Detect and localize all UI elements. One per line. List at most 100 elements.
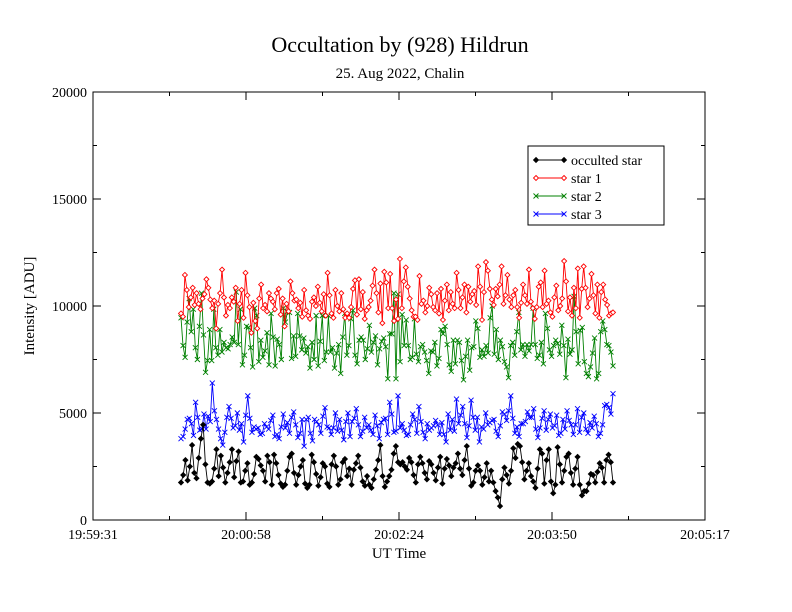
- data-point: [428, 291, 435, 298]
- data-point: [482, 258, 490, 266]
- data-point: [509, 339, 516, 346]
- legend-marker: [532, 156, 540, 164]
- data-point: [234, 317, 241, 325]
- data-point: [432, 477, 439, 484]
- data-point: [401, 427, 408, 433]
- data-point: [420, 429, 426, 436]
- data-point: [593, 420, 600, 427]
- data-point: [490, 479, 497, 486]
- data-point: [299, 456, 306, 464]
- data-point: [569, 481, 577, 488]
- data-point: [548, 353, 555, 360]
- x-tick-label: 19:59:31: [68, 528, 118, 543]
- data-point: [480, 426, 487, 432]
- data-point: [551, 423, 558, 429]
- data-point: [323, 349, 330, 355]
- data-point: [508, 303, 515, 311]
- data-point: [585, 430, 591, 437]
- data-point: [590, 292, 597, 299]
- data-point: [395, 393, 401, 399]
- data-point: [589, 425, 595, 431]
- data-point: [276, 435, 282, 442]
- data-point: [332, 286, 339, 294]
- legend-marker: [532, 174, 540, 182]
- data-point: [377, 280, 384, 287]
- data-point: [518, 420, 524, 427]
- data-point: [264, 329, 270, 336]
- data-point: [255, 425, 262, 431]
- data-point: [567, 351, 573, 357]
- data-point: [352, 460, 360, 467]
- data-point: [204, 357, 211, 364]
- data-point: [414, 316, 421, 324]
- data-point: [421, 469, 428, 477]
- data-point: [512, 454, 519, 462]
- data-point: [465, 465, 473, 472]
- data-point: [566, 294, 574, 301]
- data-point: [542, 310, 549, 317]
- data-point: [306, 315, 314, 322]
- data-point: [396, 255, 404, 263]
- data-point: [330, 425, 337, 431]
- data-point: [313, 312, 319, 319]
- data-point: [564, 308, 572, 315]
- data-point: [248, 479, 256, 486]
- data-point: [200, 421, 207, 428]
- data-point: [279, 295, 286, 302]
- data-point: [348, 481, 355, 488]
- data-point: [212, 344, 219, 351]
- data-point: [430, 349, 436, 355]
- data-point: [419, 341, 426, 348]
- data-point: [558, 479, 566, 486]
- data-point: [539, 303, 546, 311]
- data-point: [326, 292, 333, 299]
- data-point: [276, 341, 283, 348]
- data-point: [479, 481, 486, 488]
- data-point: [388, 411, 395, 417]
- data-point: [322, 312, 329, 319]
- data-point: [609, 479, 617, 486]
- data-point: [540, 360, 547, 367]
- data-point: [449, 300, 456, 307]
- data-point: [502, 292, 509, 299]
- data-point: [284, 419, 291, 426]
- data-point: [464, 337, 471, 344]
- data-point: [256, 295, 263, 302]
- data-point: [373, 290, 380, 297]
- data-point: [312, 302, 320, 310]
- data-point: [501, 464, 508, 471]
- data-point: [499, 343, 506, 350]
- series-star-2: [178, 289, 616, 383]
- data-point: [341, 455, 349, 463]
- data-point: [177, 479, 185, 486]
- series-line-occulted-star: [180, 424, 614, 507]
- data-point: [461, 456, 468, 464]
- x-tick-label: 20:02:24: [374, 528, 424, 543]
- data-point: [286, 430, 293, 437]
- data-point: [472, 467, 479, 474]
- data-point: [457, 305, 464, 312]
- data-point: [610, 363, 616, 369]
- data-point: [585, 480, 592, 487]
- data-point: [475, 325, 481, 332]
- data-point: [231, 339, 238, 346]
- data-point: [537, 279, 544, 286]
- data-point: [519, 281, 527, 288]
- data-point: [437, 453, 444, 461]
- data-point: [503, 364, 510, 370]
- data-point: [460, 377, 467, 383]
- data-point: [413, 351, 420, 357]
- data-point: [443, 439, 449, 445]
- data-point: [354, 360, 360, 367]
- data-point: [420, 297, 427, 304]
- data-point: [307, 365, 313, 371]
- data-point: [449, 416, 456, 423]
- series-layer: [177, 255, 617, 510]
- data-point: [366, 322, 373, 329]
- data-point: [547, 411, 554, 417]
- data-point: [593, 375, 600, 382]
- data-point: [268, 481, 275, 488]
- y-tick-label: 5000: [59, 407, 87, 422]
- data-point: [350, 466, 357, 473]
- data-point: [528, 341, 534, 348]
